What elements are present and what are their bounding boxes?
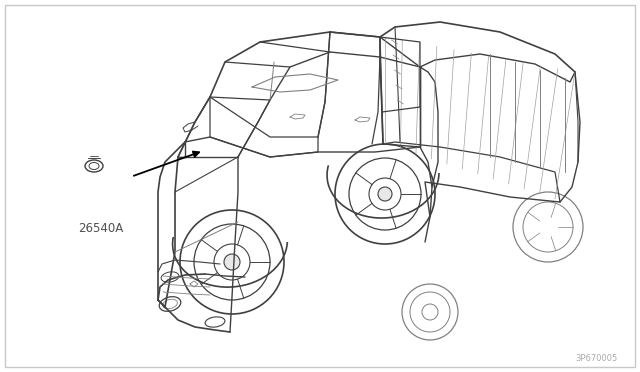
Text: 3P670005: 3P670005 <box>575 354 618 363</box>
Circle shape <box>378 187 392 201</box>
Circle shape <box>224 254 240 270</box>
Text: 26540A: 26540A <box>79 222 124 235</box>
